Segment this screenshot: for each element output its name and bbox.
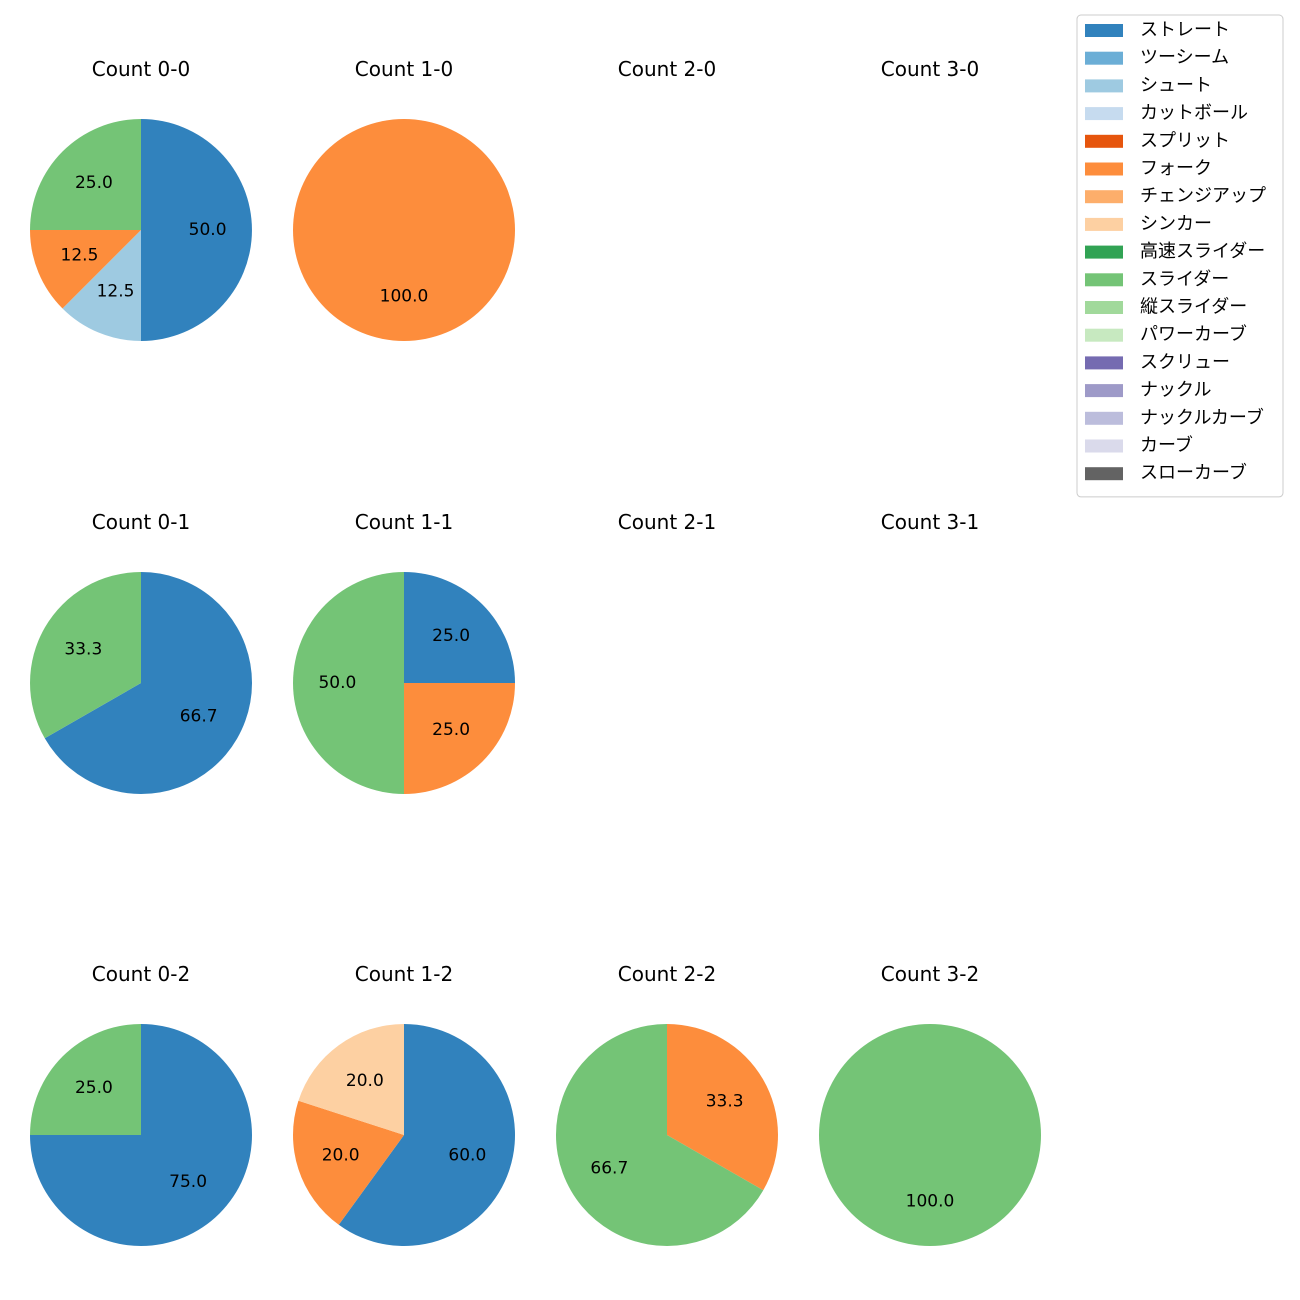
subplot-title: Count 1-2 bbox=[355, 962, 453, 986]
slice-label: 60.0 bbox=[448, 1146, 486, 1166]
pie-count-1-1: Count 1-1 25.0 25.0 50.0 bbox=[293, 510, 515, 794]
legend-label: スプリット bbox=[1140, 130, 1230, 151]
legend-swatch bbox=[1085, 467, 1123, 481]
legend-label: シュート bbox=[1140, 75, 1212, 96]
pie-count-3-1: Count 3-1 bbox=[881, 510, 979, 534]
pie-count-2-2: Count 2-2 33.3 66.7 bbox=[555, 962, 778, 1247]
subplot-title: Count 2-2 bbox=[618, 962, 716, 986]
legend-swatch bbox=[1085, 328, 1123, 342]
pie-slice bbox=[44, 572, 253, 795]
legend-label: ツーシーム bbox=[1140, 47, 1229, 68]
slice-label: 25.0 bbox=[432, 720, 470, 740]
pie-slice bbox=[62, 230, 142, 341]
legend-swatch bbox=[1085, 217, 1123, 231]
pie-slice bbox=[30, 230, 141, 309]
legend-swatch bbox=[1085, 162, 1123, 176]
subplot-title: Count 0-2 bbox=[92, 962, 190, 986]
legend-label: スクリュー bbox=[1140, 352, 1230, 373]
pie-slice bbox=[30, 572, 142, 739]
pie-slice bbox=[298, 1024, 404, 1135]
legend-swatch bbox=[1085, 134, 1123, 148]
subplot-title: Count 3-1 bbox=[881, 510, 979, 534]
pie-count-0-1: Count 0-1 66.7 33.3 bbox=[30, 510, 253, 795]
subplot-title: Count 3-0 bbox=[881, 57, 979, 81]
slice-label: 12.5 bbox=[61, 245, 99, 265]
legend-swatch bbox=[1085, 190, 1123, 204]
slice-label: 20.0 bbox=[346, 1071, 384, 1091]
subplot-title: Count 2-1 bbox=[618, 510, 716, 534]
pie-slice bbox=[819, 1024, 1041, 1246]
pie-count-2-1: Count 2-1 bbox=[618, 510, 716, 534]
slice-label: 100.0 bbox=[380, 287, 429, 307]
pie-count-3-2: Count 3-2 100.0 bbox=[819, 962, 1041, 1246]
pie-count-1-2: Count 1-2 60.0 20.0 20.0 bbox=[292, 962, 516, 1246]
pie-slice bbox=[293, 572, 404, 794]
slice-label: 12.5 bbox=[97, 282, 135, 302]
pie-slice bbox=[141, 119, 252, 341]
pie-count-0-2: Count 0-2 75.0 25.0 bbox=[30, 962, 252, 1246]
legend-label: ナックルカーブ bbox=[1140, 406, 1264, 428]
slice-label: 100.0 bbox=[906, 1192, 955, 1212]
pie-slice bbox=[667, 1024, 778, 1191]
legend-label: シンカー bbox=[1140, 213, 1212, 234]
slice-label: 75.0 bbox=[169, 1172, 207, 1192]
legend-label: カーブ bbox=[1140, 434, 1193, 456]
slice-label: 25.0 bbox=[75, 1078, 113, 1098]
pie-count-0-0: Count 0-0 50.0 12.5 12.5 25.0 bbox=[30, 57, 252, 341]
pie-count-3-0: Count 3-0 bbox=[881, 57, 979, 81]
legend-swatch bbox=[1085, 439, 1123, 453]
legend-frame bbox=[1076, 14, 1284, 498]
legend-swatch bbox=[1085, 301, 1123, 314]
legend: ストレートツーシームシュートカットボールスプリットフォークチェンジアップシンカー… bbox=[1076, 14, 1284, 498]
slice-label: 25.0 bbox=[432, 626, 470, 646]
pie-slice bbox=[404, 683, 515, 794]
pie-slice bbox=[30, 1024, 141, 1135]
pie-slice bbox=[30, 119, 141, 230]
legend-label: ストレート bbox=[1140, 20, 1230, 41]
pie-count-1-0: Count 1-0 100.0 bbox=[293, 57, 515, 341]
legend-label: スローカーブ bbox=[1140, 462, 1247, 484]
slice-label: 20.0 bbox=[322, 1146, 360, 1166]
slice-label: 33.3 bbox=[64, 640, 102, 660]
legend-swatch bbox=[1085, 24, 1123, 37]
subplot-title: Count 2-0 bbox=[618, 57, 716, 81]
legend-label: フォーク bbox=[1140, 158, 1212, 179]
pie-slice bbox=[404, 572, 515, 683]
legend-swatch bbox=[1085, 107, 1123, 121]
legend-label: 高速スライダー bbox=[1140, 241, 1265, 262]
slice-label: 50.0 bbox=[189, 220, 227, 240]
slice-label: 66.7 bbox=[590, 1158, 628, 1178]
legend-swatch bbox=[1085, 356, 1123, 370]
pie-count-2-0: Count 2-0 bbox=[618, 57, 716, 81]
legend-label: カットボール bbox=[1140, 103, 1248, 124]
legend-swatch bbox=[1085, 51, 1123, 65]
pie-slice bbox=[292, 1100, 404, 1225]
legend-swatch bbox=[1085, 273, 1123, 287]
legend-swatch bbox=[1085, 79, 1123, 93]
subplot-title: Count 0-0 bbox=[92, 57, 190, 81]
legend-label: ナックル bbox=[1140, 380, 1211, 401]
legend-label: 縦スライダー bbox=[1140, 297, 1247, 318]
slice-label: 33.3 bbox=[706, 1092, 744, 1112]
subplot-title: Count 1-0 bbox=[355, 57, 453, 81]
subplot-title: Count 0-1 bbox=[92, 510, 190, 534]
slice-label: 66.7 bbox=[180, 706, 218, 726]
subplot-title: Count 1-1 bbox=[355, 510, 453, 534]
slice-label: 25.0 bbox=[75, 173, 113, 193]
slice-label: 50.0 bbox=[318, 673, 356, 693]
legend-swatch bbox=[1085, 384, 1123, 398]
pie-slice bbox=[555, 1023, 764, 1247]
legend-swatch bbox=[1085, 411, 1123, 425]
legend-swatch bbox=[1085, 245, 1123, 259]
pie-slice bbox=[293, 119, 515, 341]
legend-label: パワーカーブ bbox=[1140, 323, 1247, 345]
legend-label: チェンジアップ bbox=[1140, 186, 1266, 207]
subplot-title: Count 3-2 bbox=[881, 962, 979, 986]
legend-label: スライダー bbox=[1140, 269, 1229, 290]
pie-slice bbox=[338, 1024, 516, 1246]
